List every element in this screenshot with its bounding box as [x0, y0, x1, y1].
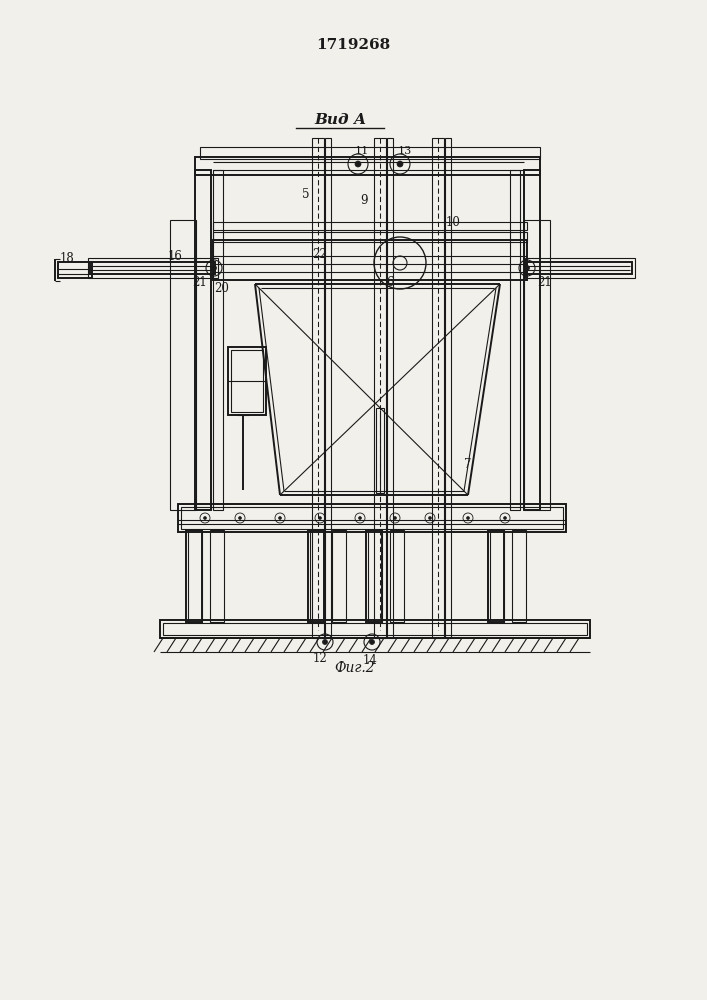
- Circle shape: [358, 516, 361, 520]
- Text: 18: 18: [59, 251, 74, 264]
- Bar: [88, 258, 218, 278]
- Bar: [213, 222, 527, 230]
- Bar: [160, 620, 590, 638]
- Bar: [90, 262, 215, 274]
- Bar: [510, 170, 520, 510]
- Bar: [312, 138, 324, 638]
- Circle shape: [397, 161, 403, 167]
- Bar: [213, 170, 223, 510]
- Bar: [186, 530, 202, 622]
- Bar: [374, 138, 386, 638]
- Circle shape: [370, 640, 375, 645]
- Bar: [228, 347, 266, 415]
- Text: 14: 14: [363, 654, 378, 666]
- Bar: [178, 504, 566, 532]
- Bar: [325, 138, 331, 638]
- Circle shape: [467, 516, 469, 520]
- Text: 7: 7: [464, 458, 472, 472]
- Circle shape: [238, 516, 242, 520]
- Text: 22: 22: [312, 248, 327, 261]
- Circle shape: [394, 516, 397, 520]
- Bar: [163, 623, 587, 635]
- Bar: [188, 530, 202, 622]
- Text: 10: 10: [445, 216, 460, 229]
- Bar: [213, 232, 527, 242]
- Bar: [332, 530, 346, 622]
- Bar: [310, 530, 324, 622]
- Text: 20: 20: [214, 282, 230, 294]
- Bar: [210, 530, 224, 622]
- Text: Вид А: Вид А: [314, 113, 366, 127]
- Text: 21: 21: [192, 275, 207, 288]
- Bar: [524, 170, 540, 510]
- Bar: [490, 530, 504, 622]
- Bar: [308, 530, 324, 622]
- Circle shape: [279, 516, 281, 520]
- Bar: [195, 157, 540, 175]
- Bar: [195, 170, 211, 510]
- Bar: [58, 262, 92, 278]
- Text: 12: 12: [312, 652, 327, 664]
- Bar: [387, 138, 393, 638]
- Bar: [376, 408, 384, 493]
- Text: 9: 9: [361, 194, 368, 207]
- Bar: [525, 258, 635, 278]
- Circle shape: [211, 265, 216, 270]
- Bar: [181, 507, 563, 529]
- Bar: [170, 220, 196, 510]
- Bar: [488, 530, 504, 622]
- Circle shape: [503, 516, 506, 520]
- Circle shape: [355, 161, 361, 167]
- Circle shape: [428, 516, 431, 520]
- Text: 16: 16: [168, 249, 182, 262]
- Text: 1719268: 1719268: [316, 38, 390, 52]
- Text: 21: 21: [537, 275, 552, 288]
- Text: Фиг.2: Фиг.2: [334, 661, 375, 675]
- Text: 11: 11: [355, 146, 369, 156]
- Bar: [368, 530, 382, 622]
- Text: 5: 5: [303, 188, 310, 202]
- Bar: [445, 138, 451, 638]
- Bar: [390, 530, 404, 622]
- Bar: [524, 220, 550, 510]
- Circle shape: [318, 516, 322, 520]
- Bar: [527, 262, 632, 274]
- Circle shape: [204, 516, 206, 520]
- Bar: [200, 147, 540, 159]
- Bar: [231, 350, 263, 412]
- Bar: [512, 530, 526, 622]
- Circle shape: [525, 265, 530, 270]
- Bar: [432, 138, 444, 638]
- Bar: [213, 240, 527, 280]
- Bar: [366, 530, 382, 622]
- Circle shape: [322, 640, 327, 645]
- Text: 13: 13: [398, 146, 412, 156]
- Text: 6: 6: [386, 275, 394, 288]
